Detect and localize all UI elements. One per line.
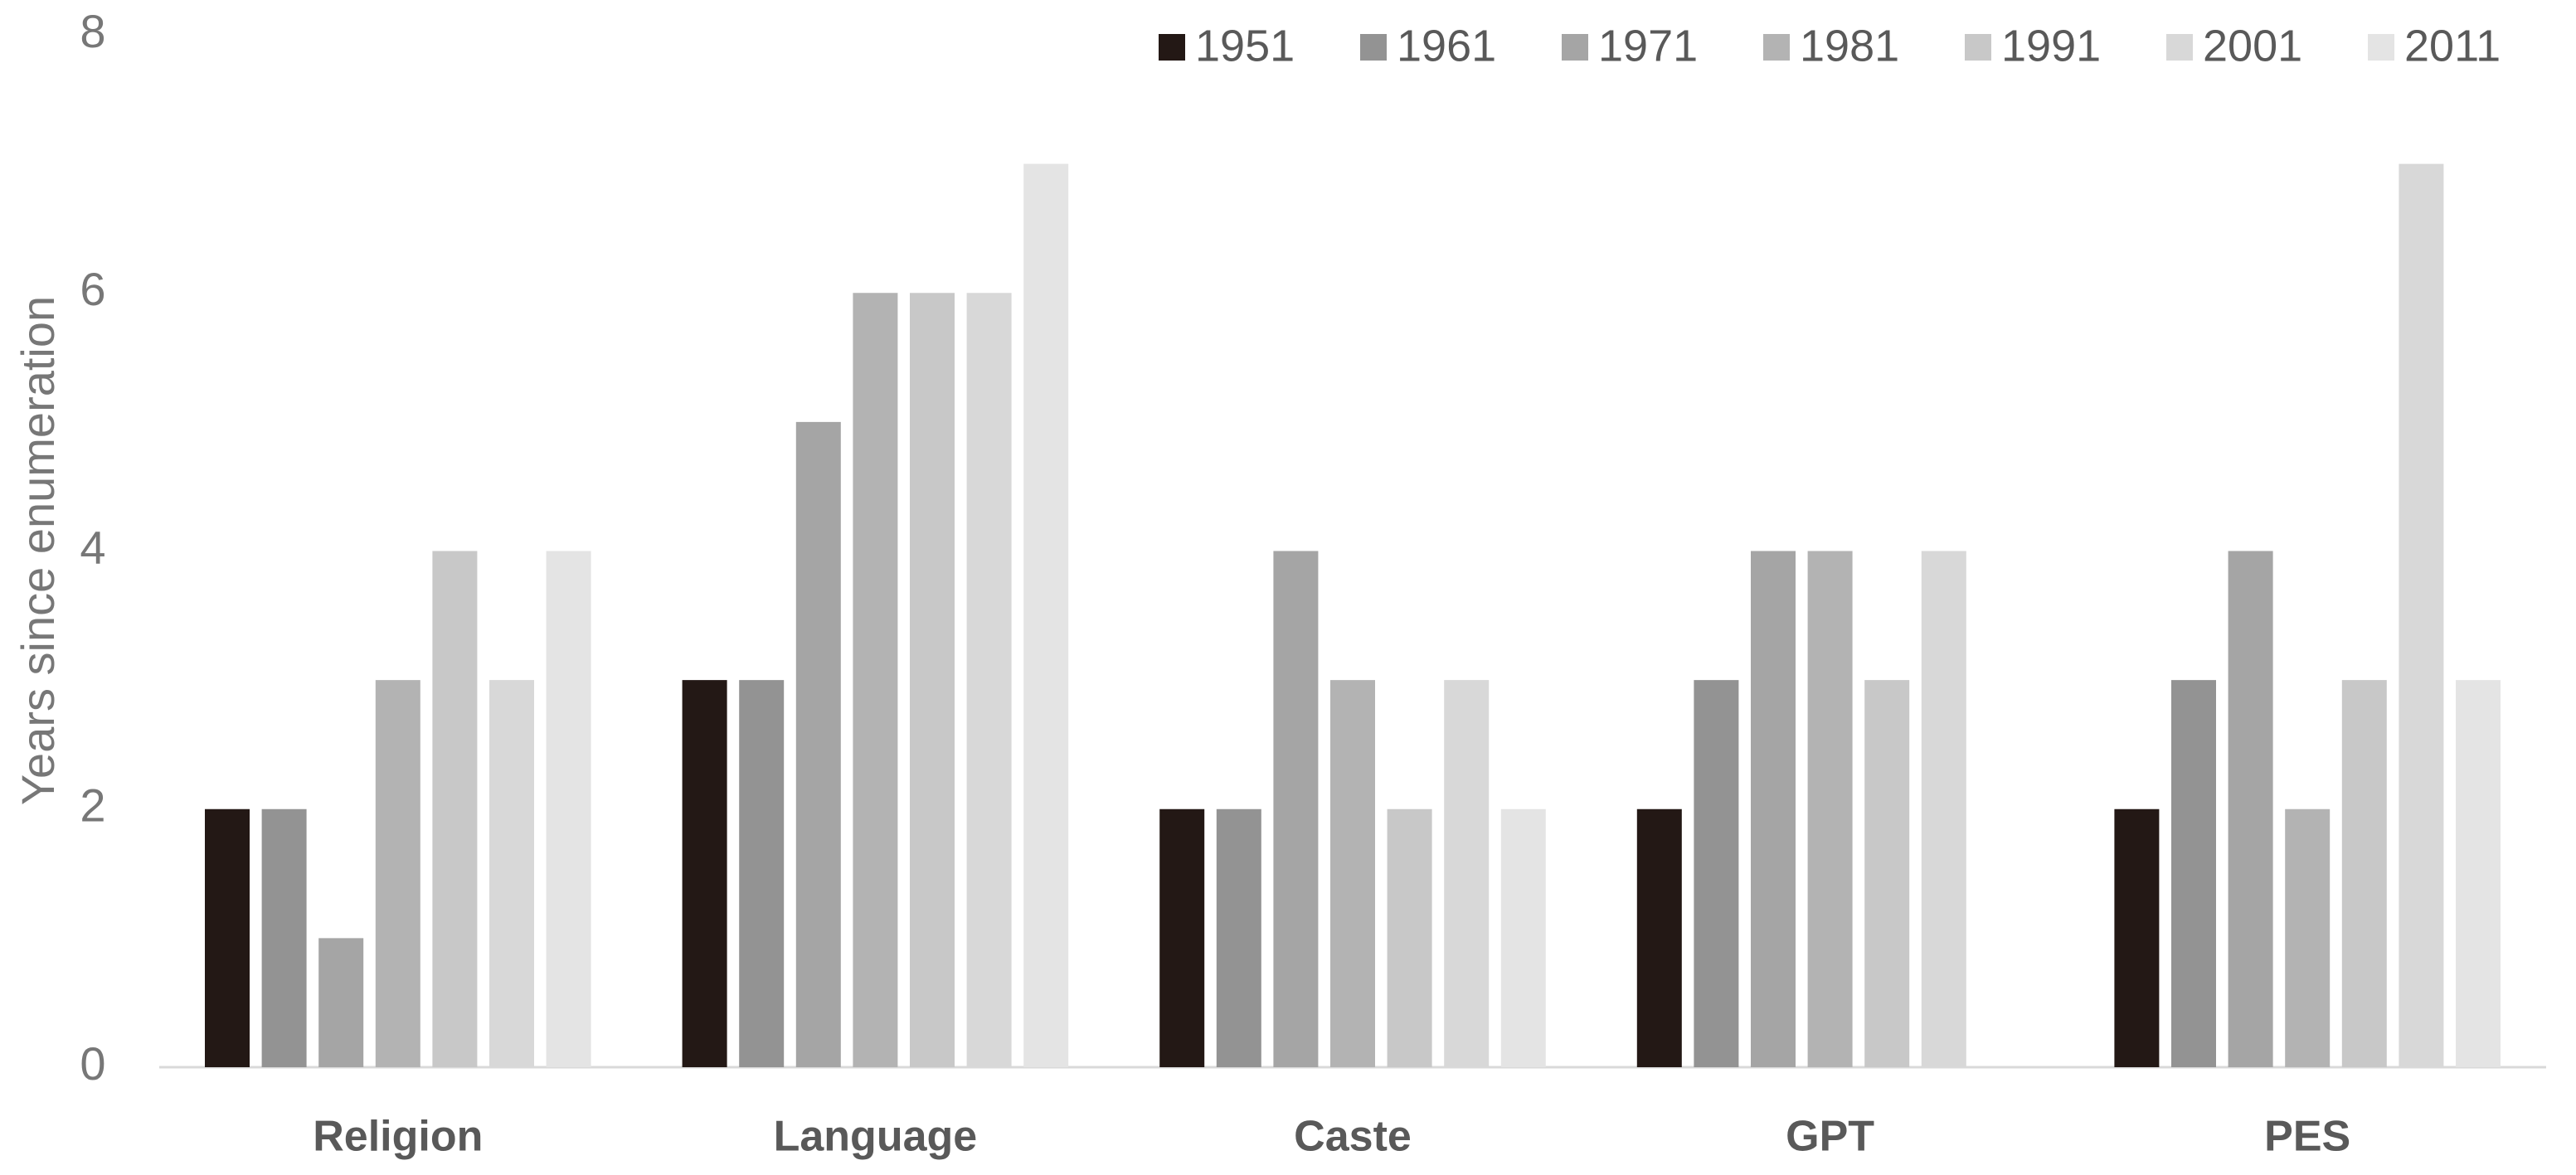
bar xyxy=(1387,808,1432,1067)
bar xyxy=(1864,680,1910,1067)
legend-swatch xyxy=(1360,34,1387,61)
bar xyxy=(910,293,955,1067)
legend-label: 1981 xyxy=(1800,21,1899,70)
bar xyxy=(2171,680,2216,1067)
y-tick-label: 8 xyxy=(80,5,105,57)
bar xyxy=(1636,808,1682,1067)
bar xyxy=(432,551,478,1067)
bar xyxy=(966,293,1012,1067)
bar xyxy=(1807,551,1853,1067)
bar xyxy=(489,680,534,1067)
bar xyxy=(2456,680,2501,1067)
legend-label: 1991 xyxy=(2001,21,2101,70)
x-tick-label: GPT xyxy=(1786,1113,1874,1161)
bar xyxy=(205,808,250,1067)
legend-swatch xyxy=(2166,34,2193,61)
bar xyxy=(1921,551,1966,1067)
legend-label: 1971 xyxy=(1598,21,1698,70)
y-tick-label: 4 xyxy=(80,521,105,573)
legend-label: 2001 xyxy=(2203,21,2302,70)
bar xyxy=(1330,680,1375,1067)
bar xyxy=(1159,808,1205,1067)
bar xyxy=(2114,808,2160,1067)
bar xyxy=(853,293,898,1067)
x-tick-label: PES xyxy=(2264,1113,2350,1161)
legend-swatch xyxy=(2368,34,2394,61)
bar xyxy=(1273,551,1319,1067)
bar xyxy=(2341,680,2387,1067)
legend-label: 1951 xyxy=(1195,21,1295,70)
legend-swatch xyxy=(1562,34,1588,61)
legend-label: 1961 xyxy=(1397,21,1496,70)
x-tick-label: Language xyxy=(774,1113,978,1161)
bar xyxy=(375,680,420,1067)
y-tick-label: 2 xyxy=(80,779,105,832)
x-tick-label: Religion xyxy=(313,1113,483,1161)
bar xyxy=(1751,551,1796,1067)
legend-label: 2011 xyxy=(2404,21,2501,70)
bar xyxy=(318,938,364,1067)
bar xyxy=(2399,163,2444,1067)
bar xyxy=(739,680,785,1067)
bar xyxy=(795,421,841,1067)
bar xyxy=(682,680,727,1067)
bar xyxy=(2228,551,2273,1067)
bar xyxy=(1216,808,1261,1067)
bar xyxy=(2285,808,2331,1067)
bar xyxy=(546,551,591,1067)
bar xyxy=(1694,680,1739,1067)
legend-swatch xyxy=(1159,34,1185,61)
bar xyxy=(1444,680,1490,1067)
x-tick-label: Caste xyxy=(1294,1113,1412,1161)
legend-swatch xyxy=(1965,34,1991,61)
y-tick-label: 6 xyxy=(80,263,105,315)
legend-swatch xyxy=(1763,34,1790,61)
y-axis-label: Years since enumeration xyxy=(12,296,64,805)
y-tick-label: 0 xyxy=(80,1037,105,1090)
bar xyxy=(1500,808,1546,1067)
bar xyxy=(261,808,307,1067)
bar xyxy=(1023,163,1069,1067)
